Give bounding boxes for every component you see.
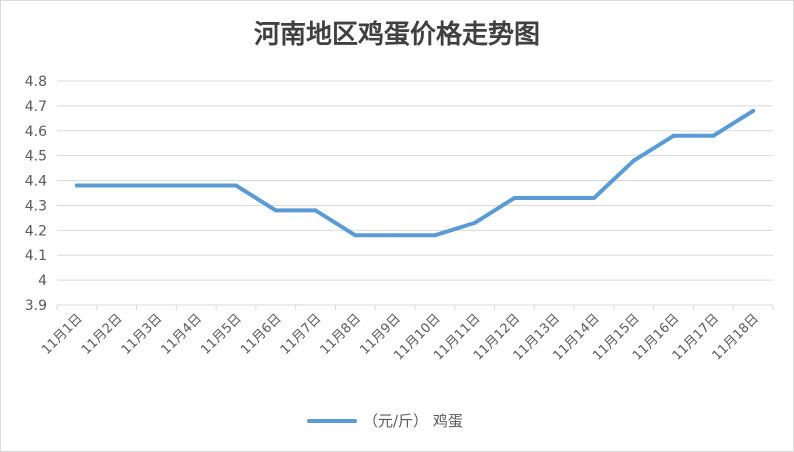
x-tick-label: 11月6日 [238,311,285,358]
y-tick-label: 4.3 [25,198,47,214]
legend-label: （元/斤） 鸡蛋 [363,412,463,430]
data-point [234,183,238,188]
data-point [393,233,398,238]
x-tick-label: 11月5日 [198,311,245,358]
series-layer [74,108,756,238]
data-point [353,233,358,238]
y-tick-label: 4.4 [25,174,47,190]
y-tick-label: 4.5 [25,149,47,165]
y-tick-label: 4.2 [25,223,47,239]
data-point [711,133,716,138]
y-tick-label: 4.6 [25,124,47,140]
data-point [194,183,199,188]
y-tick-label: 4 [38,273,47,289]
data-point [472,220,477,225]
x-tick-label: 11月2日 [79,311,126,358]
data-point [273,208,278,213]
y-tick-label: 4.8 [25,74,47,90]
y-tick-label: 4.7 [25,99,47,115]
grid-layer [57,80,773,306]
x-tick-label: 11月4日 [159,311,206,358]
x-axis: 11月1日11月2日11月3日11月4日11月5日11月6日11月7日11月8日… [39,305,774,364]
data-point [114,183,119,188]
y-tick-label: 3.9 [25,298,47,314]
data-point [592,196,596,200]
data-point [751,108,756,113]
data-point [74,183,79,188]
y-axis: 3.9 4 4.1 4.2 4.3 4.4 4.5 4.6 4.7 4.8 [25,74,47,314]
data-point [432,233,437,238]
y-tick-label: 4.1 [25,248,47,264]
x-tick-label: 11月8日 [318,311,365,358]
chart-title: 河南地区鸡蛋价格走势图 [254,19,540,50]
data-point [631,158,636,163]
x-tick-label: 11月7日 [278,311,325,358]
data-point [671,133,676,138]
legend: （元/斤） 鸡蛋 [307,412,463,430]
x-tick-label: 11月1日 [39,311,86,358]
x-tick-label: 11月3日 [119,311,166,358]
data-point [552,196,557,200]
series-line [74,108,756,238]
data-point [154,183,159,188]
data-point [512,196,517,200]
data-point [313,208,318,213]
